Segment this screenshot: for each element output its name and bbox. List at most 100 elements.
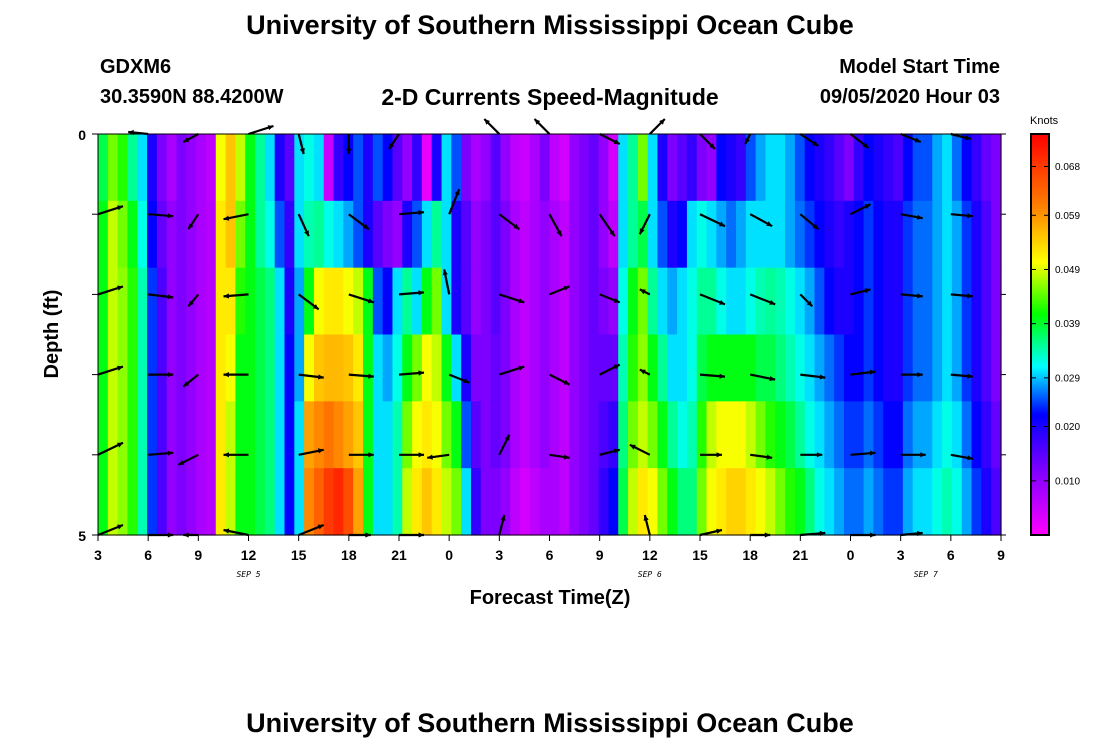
vector-head — [812, 223, 819, 230]
heat-cell — [520, 401, 531, 469]
vector-head — [659, 119, 665, 125]
current-vector — [483, 118, 501, 135]
heat-cell — [147, 267, 158, 336]
heat-cell — [264, 200, 276, 269]
heat-cell — [569, 134, 580, 202]
heat-cell — [205, 134, 217, 202]
heat-cell — [235, 134, 246, 202]
heat-cell — [981, 401, 992, 469]
vector-head — [629, 444, 636, 450]
current-vector — [398, 210, 425, 216]
heat-cell — [156, 200, 168, 269]
heat-cell — [480, 334, 492, 402]
heat-cell — [696, 267, 708, 336]
heat-cell — [824, 401, 835, 469]
heat-cell — [510, 134, 521, 202]
heat-cell — [363, 134, 374, 202]
heat-cell — [696, 401, 708, 469]
heat-cell — [971, 134, 982, 202]
heat-cell — [294, 267, 305, 336]
colorbar-gradient — [1030, 133, 1050, 536]
vector-head — [920, 452, 926, 458]
heat-cell — [863, 334, 875, 402]
heat-cell — [618, 334, 629, 402]
heat-cell — [608, 134, 619, 202]
heat-cell — [196, 334, 207, 402]
heat-cell — [304, 334, 315, 402]
heat-cell — [735, 267, 747, 336]
heat-cell — [922, 267, 933, 336]
heat-cell — [667, 134, 678, 202]
date-label: SEP 6 — [638, 570, 662, 579]
heat-cell — [991, 134, 1002, 202]
heat-cell — [127, 468, 138, 536]
heat-cell — [264, 468, 276, 536]
station-location: 30.3590N 88.4200W — [100, 86, 284, 108]
heat-cell — [166, 267, 178, 336]
heat-cell — [951, 468, 963, 536]
vector-head — [719, 373, 725, 379]
heat-cell — [235, 468, 246, 536]
current-vector — [950, 213, 973, 219]
heat-cell — [304, 134, 315, 202]
heat-cell — [137, 200, 148, 269]
heat-cell — [500, 200, 511, 269]
vector-head — [500, 515, 506, 521]
heat-cell — [225, 401, 237, 469]
heat-cell — [922, 468, 933, 536]
heat-cell — [431, 200, 443, 269]
heat-cell — [942, 468, 953, 536]
heat-cell — [893, 334, 904, 402]
current-vector — [348, 293, 375, 304]
current-vector — [427, 453, 450, 460]
heat-cell — [264, 401, 276, 469]
heat-cell — [873, 468, 884, 536]
heat-cell — [480, 200, 492, 269]
heat-cell — [235, 200, 246, 269]
current-vector — [599, 293, 621, 304]
heat-cell — [863, 134, 875, 202]
vector-head — [463, 378, 470, 383]
heat-cell — [333, 267, 344, 336]
heat-cell — [539, 200, 551, 269]
current-vector — [799, 213, 820, 231]
heat-cell — [932, 267, 943, 336]
model-start-label: Model Start Time — [839, 56, 1000, 78]
heat-cell — [255, 334, 266, 402]
heat-cell — [147, 200, 158, 269]
heat-cell — [971, 468, 982, 536]
heat-cell — [549, 401, 560, 469]
heat-cell — [755, 334, 767, 402]
heat-cell — [804, 200, 816, 269]
heat-cell — [598, 267, 609, 336]
colorbar-tick-label: 0.068 — [1055, 162, 1080, 173]
colorbar-tick-label: 0.020 — [1055, 422, 1080, 433]
heat-cell — [353, 468, 364, 536]
heat-cell — [412, 134, 423, 202]
vector-head — [117, 524, 123, 530]
heat-cell — [637, 267, 649, 336]
heat-cell — [578, 334, 590, 402]
heat-cell — [706, 468, 717, 536]
vector-head — [312, 304, 319, 310]
heat-cell — [667, 401, 678, 469]
heat-cell — [412, 334, 423, 402]
heat-cell — [637, 200, 649, 269]
current-vector — [223, 213, 249, 221]
vector-head — [869, 450, 876, 456]
vector-head — [267, 125, 274, 131]
current-vector — [442, 269, 451, 295]
heat-cell — [451, 401, 462, 469]
heat-cell — [912, 334, 924, 402]
vector-head — [967, 293, 973, 299]
x-tick-label: 3 — [94, 547, 102, 563]
y-axis: 05 — [78, 127, 1006, 544]
current-vector — [346, 134, 352, 154]
current-vector — [749, 373, 776, 382]
x-axis-label: Forecast Time(Z) — [470, 587, 631, 609]
heat-cell — [804, 468, 816, 536]
heat-cell — [706, 200, 717, 269]
heat-cell — [794, 134, 806, 202]
heat-cell — [735, 334, 747, 402]
vector-head — [117, 205, 123, 211]
